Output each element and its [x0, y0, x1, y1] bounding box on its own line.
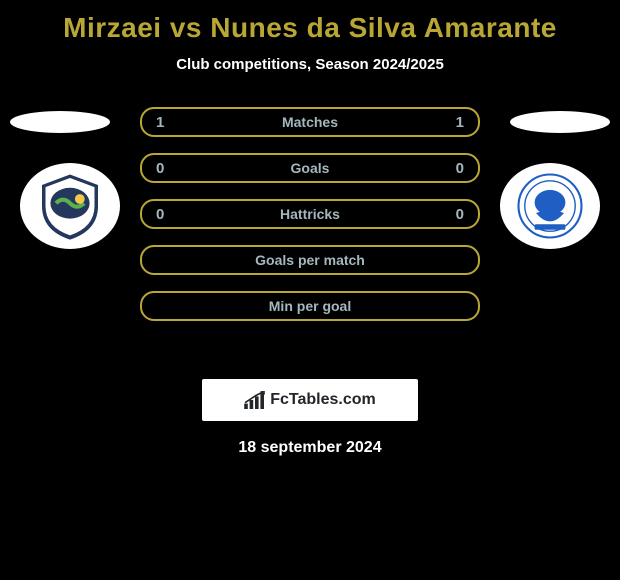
club-badge-left	[20, 163, 120, 249]
brand-logo: FcTables.com	[202, 379, 418, 421]
stat-value-right: 0	[444, 160, 464, 177]
stat-label: Hattricks	[280, 206, 340, 222]
comparison-content: 1 Matches 1 0 Goals 0 0 Hattricks 0 Goals per mat…	[0, 93, 620, 353]
stat-label: Goals per match	[255, 252, 365, 268]
stat-value-right: 0	[444, 206, 464, 223]
stat-value-left: 0	[156, 206, 176, 223]
date-label: 18 september 2024	[0, 439, 620, 457]
stat-row: Min per goal	[140, 291, 480, 321]
stat-row: 0 Goals 0	[140, 153, 480, 183]
brand-logo-text: FcTables.com	[270, 391, 376, 409]
stats-list: 1 Matches 1 0 Goals 0 0 Hattricks 0 Goals per mat…	[140, 107, 480, 321]
stat-row: 0 Hattricks 0	[140, 199, 480, 229]
stat-label: Min per goal	[269, 298, 351, 314]
subtitle: Club competitions, Season 2024/2025	[0, 56, 620, 73]
stat-value-right: 1	[444, 114, 464, 131]
stat-value-left: 0	[156, 160, 176, 177]
stat-label: Matches	[282, 114, 338, 130]
bar-chart-icon	[244, 391, 266, 409]
player-avatar-left	[10, 111, 110, 133]
player-avatar-right	[510, 111, 610, 133]
stat-label: Goals	[291, 160, 330, 176]
stat-value-left: 1	[156, 114, 176, 131]
stat-row: Goals per match	[140, 245, 480, 275]
stat-row: 1 Matches 1	[140, 107, 480, 137]
club-badge-right	[500, 163, 600, 249]
emblem-icon	[515, 171, 585, 241]
page-title: Mirzaei vs Nunes da Silva Amarante	[0, 0, 620, 44]
shield-icon	[35, 171, 105, 241]
